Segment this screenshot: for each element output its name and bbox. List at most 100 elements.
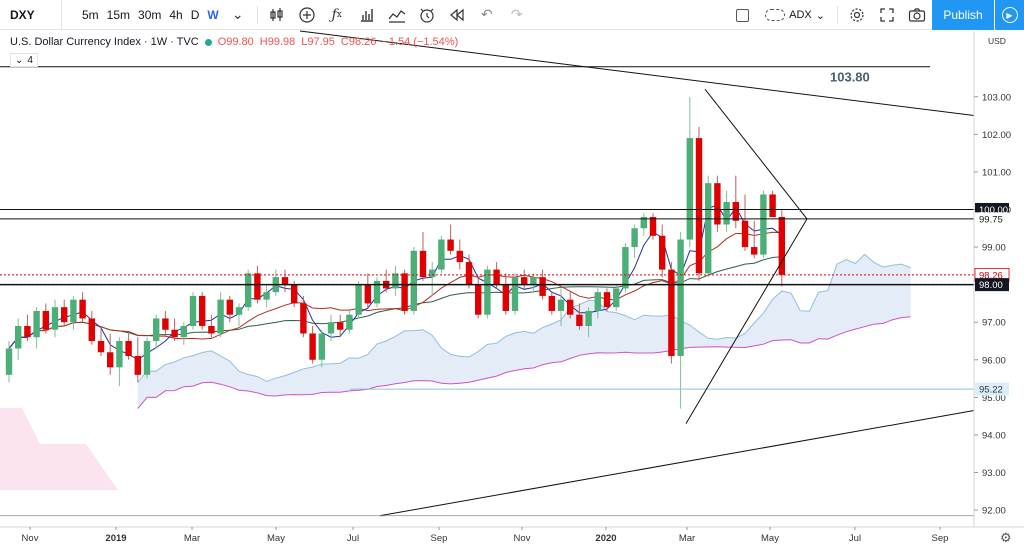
candle-body bbox=[208, 325, 215, 334]
interval-5m[interactable]: 5m bbox=[82, 7, 99, 22]
candle-body bbox=[723, 201, 730, 225]
undo-icon[interactable]: ↶ bbox=[480, 6, 493, 22]
candle-body bbox=[677, 239, 684, 357]
candle-body bbox=[42, 310, 49, 330]
candle-body bbox=[199, 295, 206, 326]
x-tick-label: Sep bbox=[932, 533, 949, 544]
candle-body bbox=[309, 333, 316, 360]
toolbar-divider bbox=[256, 5, 258, 24]
legend-change: −1.54 (−1.54%) bbox=[382, 36, 459, 48]
x-tick-label: May bbox=[761, 533, 779, 544]
replay-icon[interactable] bbox=[442, 0, 472, 29]
candle-body bbox=[70, 299, 77, 323]
x-tick-label: Nov bbox=[22, 533, 39, 544]
candle-body bbox=[659, 235, 666, 270]
candle-body bbox=[695, 138, 703, 274]
interval-w[interactable]: W bbox=[207, 7, 219, 22]
ascending-trendline bbox=[379, 410, 975, 517]
gear-icon[interactable]: ⚙ bbox=[1000, 530, 1012, 545]
candle-body bbox=[153, 318, 160, 341]
indicators-toggle[interactable]: ⌄ 4 bbox=[10, 53, 38, 67]
indicators-count: 4 bbox=[27, 54, 33, 66]
candle-body bbox=[456, 250, 463, 263]
ichimoku-cloud bbox=[0, 253, 911, 490]
kijun-line bbox=[8, 231, 782, 349]
alert-clock-icon[interactable] bbox=[412, 0, 442, 29]
y-tick-label: 97.00 bbox=[982, 318, 1006, 329]
triangle-upper-line bbox=[704, 88, 808, 220]
interval-30m[interactable]: 30m bbox=[138, 7, 162, 22]
camera-icon[interactable] bbox=[902, 0, 932, 30]
candle-body bbox=[521, 277, 528, 285]
candle-body bbox=[714, 183, 721, 225]
candle-body bbox=[557, 299, 565, 311]
indicator-template-button[interactable]: ADX ⌄ bbox=[757, 0, 833, 30]
candle-body bbox=[51, 307, 59, 330]
candle-body bbox=[530, 277, 537, 285]
candle-body bbox=[576, 314, 583, 326]
x-tick-label: Nov bbox=[514, 533, 531, 544]
candle-body bbox=[539, 277, 546, 296]
market-status-dot bbox=[204, 38, 212, 46]
candle-body bbox=[254, 273, 261, 300]
legend-close: C98.26 bbox=[340, 36, 377, 48]
candle-body bbox=[33, 310, 40, 338]
candle-body bbox=[226, 299, 233, 315]
compare-lines-icon[interactable] bbox=[382, 0, 412, 29]
candle-body bbox=[493, 269, 500, 285]
symbol-search-button[interactable]: DXY bbox=[0, 0, 62, 29]
candle-body bbox=[640, 217, 647, 229]
candle-body bbox=[263, 292, 270, 300]
candle-body bbox=[760, 194, 767, 255]
gear-icon[interactable] bbox=[842, 0, 872, 30]
fullscreen-icon[interactable] bbox=[872, 0, 902, 30]
bar-chart-icon[interactable] bbox=[352, 0, 382, 29]
candle-body bbox=[125, 341, 132, 357]
toolbar-divider bbox=[837, 6, 838, 24]
price-axis[interactable]: 103.00 102.00 101.00 100.00 99.00 98.00 97.00 9… bbox=[973, 31, 1011, 527]
candle-body bbox=[631, 228, 638, 248]
candles bbox=[5, 97, 785, 409]
price-label-text: 95.22 bbox=[979, 385, 1003, 396]
price-label-text: 100.00 bbox=[979, 205, 1008, 216]
candle-body bbox=[364, 284, 371, 304]
candles-icon[interactable] bbox=[262, 0, 292, 29]
time-axis[interactable]: Nov 2019 Mar May Jul Sep Nov 2020 Mar May Jul Sep bbox=[0, 526, 1024, 544]
candle-body bbox=[337, 322, 344, 330]
play-button[interactable]: ▶ bbox=[994, 0, 1024, 30]
candle-body bbox=[327, 322, 335, 334]
candle-body bbox=[97, 341, 105, 353]
add-indicator-icon[interactable] bbox=[292, 0, 322, 29]
legend-high: H99.98 bbox=[259, 36, 296, 48]
price-label-bg bbox=[975, 212, 1009, 226]
candle-body bbox=[79, 299, 86, 319]
y-tick-label: 96.00 bbox=[982, 355, 1006, 366]
candle-body bbox=[732, 201, 739, 221]
currency-label: USD bbox=[988, 36, 1006, 46]
price-label-text: 99.75 bbox=[979, 214, 1003, 225]
interval-d[interactable]: D bbox=[190, 7, 200, 22]
candle-body bbox=[502, 284, 509, 311]
candle-body bbox=[300, 303, 307, 334]
candle-body bbox=[180, 325, 187, 338]
x-tick-label: Jul bbox=[849, 533, 861, 544]
candle-body bbox=[613, 288, 620, 308]
candle-body bbox=[410, 250, 417, 311]
publish-button[interactable]: Publish bbox=[932, 0, 994, 30]
candle-body bbox=[484, 269, 491, 315]
candle-body bbox=[107, 352, 114, 368]
x-tick-label: Jul bbox=[347, 533, 359, 544]
interval-4h[interactable]: 4h bbox=[169, 7, 183, 22]
y-tick-label: 103.00 bbox=[982, 92, 1011, 103]
candle-body bbox=[171, 329, 178, 338]
chevron-down-icon[interactable]: ⌄ bbox=[231, 6, 244, 22]
interval-15m[interactable]: 15m bbox=[106, 7, 131, 22]
candle-body bbox=[373, 280, 381, 304]
candle-body bbox=[5, 348, 13, 375]
candle-body bbox=[438, 239, 445, 270]
layout-square-icon[interactable] bbox=[727, 0, 757, 30]
redo-icon[interactable]: ↷ bbox=[510, 6, 523, 22]
